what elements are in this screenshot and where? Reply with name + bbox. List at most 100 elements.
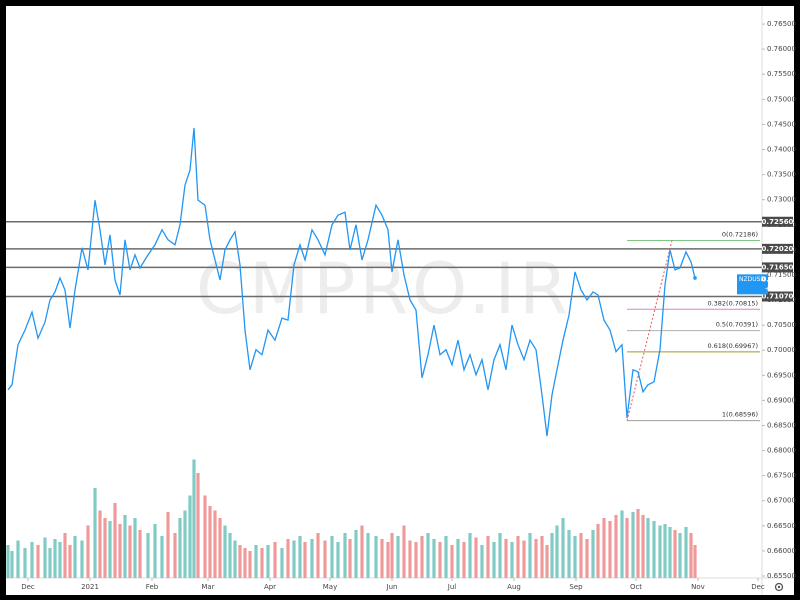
volume-bar — [53, 539, 57, 578]
volume-bar — [243, 548, 247, 578]
volume-bar — [128, 525, 132, 578]
volume-bar — [438, 542, 442, 578]
volume-bar — [260, 548, 264, 578]
symbol-label: NZDUSD — [739, 276, 765, 283]
volume-bar — [280, 548, 284, 578]
fib-label: 0.618(0.69967) — [707, 342, 758, 350]
volume-bar — [492, 542, 496, 578]
y-tick-label: 0.65500 — [767, 572, 796, 580]
volume-bar — [480, 545, 484, 578]
y-tick-label: 0.73500 — [767, 171, 796, 179]
volume-bar — [73, 536, 77, 578]
volume-bar — [646, 518, 650, 578]
x-tick-label: Dec — [751, 583, 765, 591]
last-point — [693, 276, 697, 280]
volume-bar — [579, 533, 583, 578]
settings-gear-center[interactable] — [777, 585, 781, 589]
volume-bar — [386, 542, 390, 578]
volume-bar — [233, 540, 237, 578]
trend-line — [626, 240, 673, 421]
volume-bar — [620, 510, 624, 578]
volume-bar — [374, 536, 378, 578]
volume-bar — [652, 521, 656, 578]
volume-bar — [540, 536, 544, 578]
volume-bar — [286, 539, 290, 578]
volume-bar — [678, 533, 682, 578]
settings-gear[interactable] — [774, 582, 784, 592]
settings-icon[interactable] — [774, 582, 784, 592]
volume-bar — [545, 545, 549, 578]
volume-bar — [408, 540, 412, 578]
price-tag-box — [737, 274, 768, 295]
x-tick-label: Nov — [691, 583, 705, 591]
volume-bar — [504, 539, 508, 578]
level-label-box — [762, 216, 793, 227]
volume-bar — [238, 545, 242, 578]
level-label-box — [762, 291, 793, 302]
volume-bar — [631, 512, 635, 578]
volume-bar — [298, 536, 302, 578]
volume-bar — [108, 521, 112, 578]
volume-bar — [522, 540, 526, 578]
level-label-box — [762, 262, 793, 273]
volume-bar — [585, 539, 589, 578]
level-label: 0.72560 — [762, 218, 794, 226]
volume-bar — [80, 540, 84, 578]
volume-bar — [426, 533, 430, 578]
y-tick-label: 0.70500 — [767, 321, 796, 329]
volume-bar — [146, 533, 150, 578]
fib-label: 0(0.72186) — [722, 231, 758, 239]
volume-bar — [396, 536, 400, 578]
x-tick-label: May — [323, 583, 337, 591]
level-label: 0.71070 — [762, 293, 794, 301]
volume-bar — [693, 545, 697, 578]
x-tick-label: Aug — [507, 583, 521, 591]
volume-bar — [273, 542, 277, 578]
volume-bar — [516, 536, 520, 578]
volume-bar — [118, 524, 122, 578]
volume-bar — [366, 533, 370, 578]
volume-bar — [668, 527, 672, 578]
volume-bar — [380, 539, 384, 578]
level-label: 0.72020 — [762, 245, 794, 253]
volume-bar — [58, 542, 62, 578]
x-tick-label: Feb — [146, 583, 159, 591]
volume-bar — [63, 533, 67, 578]
volume-bar — [36, 545, 40, 578]
volume-bar — [183, 510, 187, 578]
volume-bar — [123, 515, 127, 578]
volume-bar — [528, 533, 532, 578]
y-tick-label: 0.76500 — [767, 20, 796, 28]
volume-bar — [68, 545, 72, 578]
volume-bar — [673, 530, 677, 578]
volume-bar — [636, 509, 640, 578]
volume-bar — [360, 525, 364, 578]
y-tick-label: 0.69000 — [767, 396, 796, 404]
volume-bar — [48, 548, 52, 578]
volume-bar — [614, 515, 618, 578]
y-tick-label: 0.76000 — [767, 45, 796, 53]
volume-bar — [133, 518, 137, 578]
volume-bar — [468, 533, 472, 578]
fib-label: 0.5(0.70391) — [716, 321, 758, 329]
volume-bar — [684, 527, 688, 578]
volume-bar — [390, 533, 394, 578]
y-tick-label: 0.66000 — [767, 547, 796, 555]
level-label: 0.71650 — [762, 263, 794, 271]
x-tick-label: Sep — [569, 583, 583, 591]
x-tick-label: Jul — [447, 583, 457, 591]
y-tick-label: 0.67000 — [767, 497, 796, 505]
volume-bar — [203, 495, 207, 578]
volume-bar — [93, 488, 97, 578]
volume-bar — [266, 545, 270, 578]
volume-bar — [23, 548, 27, 578]
volume-bar — [292, 540, 296, 578]
watermark: CMPRO.IR — [196, 248, 572, 330]
y-tick-label: 0.71500 — [767, 271, 796, 279]
fib-label: 1(0.68596) — [722, 411, 758, 419]
fib-label: 0.382(0.70815) — [707, 299, 758, 307]
volume-bar — [248, 551, 252, 578]
x-tick-label: Jun — [386, 583, 398, 591]
